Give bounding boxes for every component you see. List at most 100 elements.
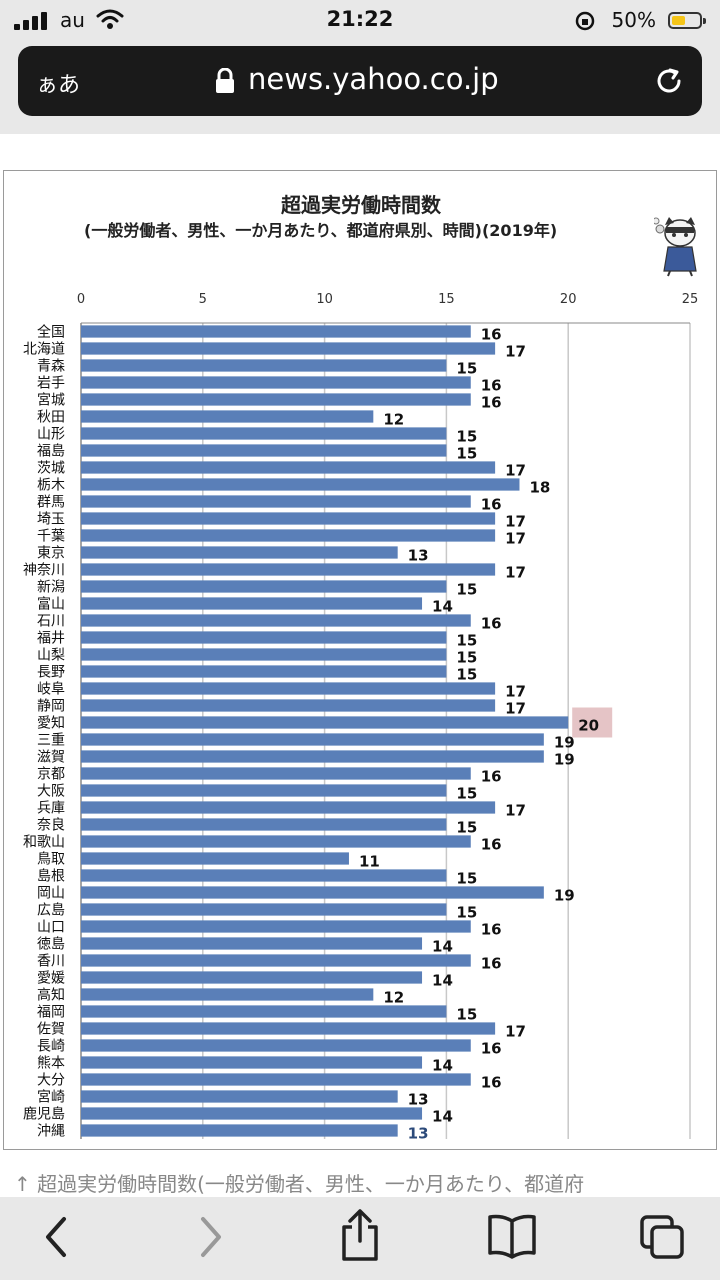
category-label: 富山 — [37, 596, 65, 613]
clock-time: 21:22 — [326, 7, 394, 31]
value-label: 13 — [408, 1091, 429, 1109]
value-label: 13 — [408, 1125, 429, 1143]
value-label: 19 — [554, 751, 575, 769]
category-label: 新潟 — [37, 580, 65, 596]
category-label: 三重 — [37, 733, 65, 749]
category-label: 山口 — [37, 920, 65, 936]
category-label: 愛知 — [37, 715, 65, 732]
value-label: 15 — [456, 581, 477, 599]
orientation-lock-icon — [575, 11, 595, 31]
category-label: 群馬 — [37, 495, 65, 511]
category-label: 福井 — [37, 631, 65, 647]
battery-icon — [668, 12, 706, 29]
share-icon[interactable] — [338, 1207, 382, 1263]
bar — [81, 988, 374, 1001]
reload-icon[interactable] — [652, 64, 686, 98]
bar — [81, 427, 447, 440]
category-label: 福岡 — [37, 1005, 65, 1021]
category-label: 鳥取 — [37, 852, 65, 868]
bar — [81, 767, 471, 780]
bar — [81, 1022, 496, 1035]
value-label: 15 — [456, 1006, 477, 1024]
category-label: 大分 — [37, 1073, 65, 1089]
bar — [81, 393, 471, 406]
bar — [81, 1124, 398, 1137]
value-label: 15 — [456, 666, 477, 684]
value-label: 14 — [432, 972, 453, 990]
category-label: 埼玉 — [37, 512, 65, 528]
category-label: 和歌山 — [23, 835, 65, 851]
value-label: 15 — [456, 632, 477, 650]
cellular-signal-icon — [14, 12, 47, 30]
value-label: 15 — [456, 360, 477, 378]
bar — [81, 750, 544, 763]
value-label: 12 — [383, 989, 404, 1007]
bar — [81, 444, 447, 457]
value-label: 11 — [359, 853, 380, 871]
category-label: 石川 — [37, 614, 65, 630]
back-icon[interactable] — [40, 1213, 74, 1261]
tabs-icon[interactable] — [638, 1213, 686, 1261]
value-label: 14 — [432, 938, 453, 956]
value-label: 19 — [554, 887, 575, 905]
bar — [81, 461, 496, 474]
carrier-label: au — [60, 8, 85, 32]
category-label: 静岡 — [37, 699, 65, 715]
bar — [81, 699, 496, 712]
category-label: 佐賀 — [37, 1022, 65, 1038]
value-label: 17 — [505, 462, 526, 480]
value-label: 16 — [481, 921, 502, 939]
category-label: 愛媛 — [37, 971, 65, 987]
bar — [81, 886, 544, 899]
value-label: 16 — [481, 394, 502, 412]
chart-title: 超過実労働時間数 — [281, 193, 441, 217]
category-label: 滋賀 — [37, 750, 65, 766]
bookmarks-icon[interactable] — [486, 1213, 538, 1259]
bar — [81, 1039, 471, 1052]
x-tick-label: 5 — [199, 292, 207, 307]
category-label: 長野 — [37, 665, 65, 681]
bar — [81, 580, 447, 593]
bar — [81, 495, 471, 508]
bar — [81, 478, 520, 491]
bar — [81, 937, 423, 950]
bar — [81, 665, 447, 678]
x-tick-label: 10 — [316, 292, 333, 307]
category-label: 千葉 — [37, 529, 65, 545]
browser-address-area: ぁあ news.yahoo.co.jp — [0, 40, 720, 134]
text-size-button[interactable]: ぁあ — [36, 73, 81, 98]
bar — [81, 1107, 423, 1120]
value-label: 13 — [408, 547, 429, 565]
value-label: 15 — [456, 428, 477, 446]
value-label: 17 — [505, 802, 526, 820]
forward-icon[interactable] — [193, 1213, 227, 1261]
bar — [81, 682, 496, 695]
value-label: 17 — [505, 564, 526, 582]
bar — [81, 1090, 398, 1103]
bar — [81, 359, 447, 372]
category-label: 広島 — [37, 903, 65, 919]
category-label: 青森 — [37, 359, 65, 375]
bar — [81, 818, 447, 831]
bar — [81, 529, 496, 542]
category-label: 北海道 — [23, 342, 65, 358]
bar — [81, 376, 471, 389]
bar — [81, 1056, 423, 1069]
battery-percent: 50% — [611, 8, 656, 32]
address-bar[interactable]: ぁあ news.yahoo.co.jp — [18, 46, 702, 116]
value-label: 16 — [481, 496, 502, 514]
bar-chart: 0 5 10 15 20 25 全国 16 北海道 17 青森 15 岩手 16 宮城 16 秋田 12 山形 15 福… — [23, 292, 698, 1143]
url-text[interactable]: news.yahoo.co.jp — [248, 62, 499, 96]
value-label: 16 — [481, 955, 502, 973]
value-label: 17 — [505, 700, 526, 718]
category-label: 全国 — [37, 324, 65, 341]
bar — [81, 920, 471, 933]
lock-icon — [216, 68, 234, 93]
value-label: 17 — [505, 683, 526, 701]
category-label: 宮城 — [37, 393, 65, 409]
category-label: 沖縄 — [37, 1124, 65, 1140]
bar — [81, 835, 471, 848]
value-label: 15 — [456, 819, 477, 837]
value-label: 16 — [481, 1040, 502, 1058]
bar — [81, 869, 447, 882]
